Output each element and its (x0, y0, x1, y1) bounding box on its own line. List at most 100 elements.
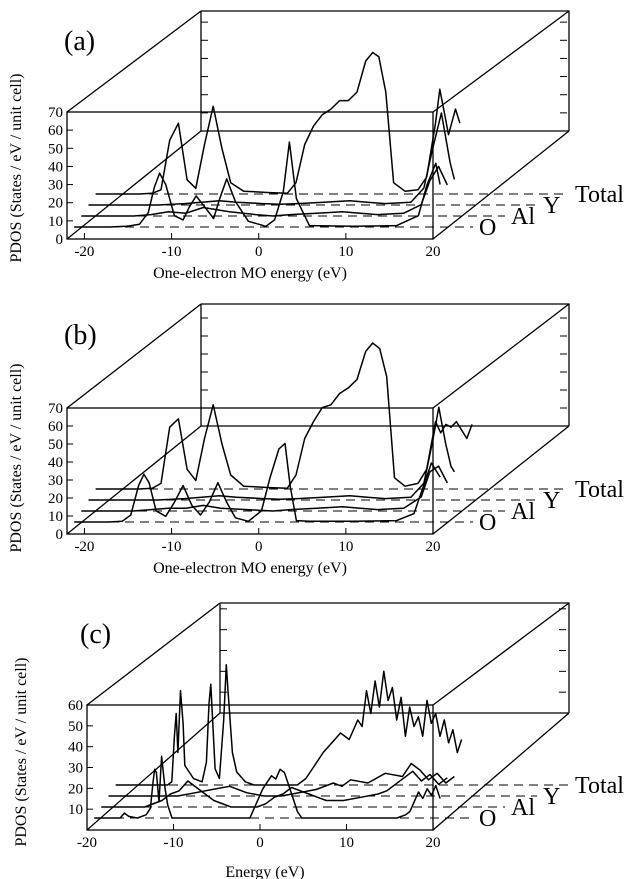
panel-c-box-edge (86, 602, 221, 706)
panel-c-x-axis-label: Energy (eV) (225, 864, 304, 879)
series-label: Y (543, 193, 560, 219)
panel-a-xticks: -20 -10 0 10 20 (74, 233, 441, 260)
series-label: O (479, 806, 496, 832)
series-label: Al (511, 795, 535, 821)
x-tick-label: 20 (426, 539, 441, 555)
panel-c-series-labels: O Al Y Total (479, 773, 624, 832)
x-tick-label: -20 (74, 539, 94, 555)
x-tick-label: 0 (255, 244, 263, 260)
panel-b-back-ticks (201, 317, 567, 427)
series-line (88, 112, 456, 206)
series-line (88, 406, 456, 501)
panel-c-yticks: 10 20 30 40 50 60 (68, 698, 93, 818)
panel-c-box-edge (432, 712, 570, 831)
x-tick-label: 0 (255, 539, 263, 555)
panel-a-x-axis-label: One-electron MO energy (eV) (153, 265, 347, 282)
y-tick-label: 50 (68, 719, 83, 735)
y-tick-label: 50 (48, 437, 63, 453)
x-tick-label: 20 (426, 244, 441, 260)
series-label: O (479, 215, 496, 241)
x-tick-label: -20 (74, 244, 94, 260)
panel-b-x-axis-label: One-electron MO energy (eV) (153, 560, 347, 577)
panel-c: 10 20 30 40 50 60 -20 -10 0 10 20 O Al Y Total (c) E… (13, 602, 624, 879)
panel-b-series-labels: O Al Y Total (479, 477, 624, 536)
panel-a-box-edge (432, 130, 570, 240)
y-tick-label: 60 (48, 419, 63, 435)
x-tick-label: 0 (256, 835, 264, 851)
panel-c-box-back (220, 602, 570, 713)
series-label: Al (511, 499, 535, 525)
panel-c-box-edge (432, 602, 570, 706)
panel-c-xticks: -20 -10 0 10 20 (77, 824, 441, 851)
y-tick-label: 40 (48, 159, 63, 175)
y-tick-label: 30 (48, 473, 63, 489)
y-tick-label: 10 (68, 802, 83, 818)
x-tick-label: 20 (426, 835, 441, 851)
series-label: Y (543, 784, 560, 810)
panel-a-box-back (201, 10, 570, 131)
series-line (81, 165, 448, 217)
y-tick-label: 70 (48, 401, 63, 417)
y-tick-label: 10 (48, 214, 63, 230)
x-tick-label: 10 (338, 244, 353, 260)
panel-a-series-labels: O Al Y Total (479, 182, 624, 241)
panel-b-floor-diag (66, 425, 202, 535)
panel-c-front-frame (86, 704, 434, 831)
panel-c-back-ticks (220, 608, 566, 693)
panel-b-label: (b) (64, 320, 97, 351)
x-tick-label: -10 (162, 244, 182, 260)
x-tick-label: -10 (164, 835, 184, 851)
y-tick-label: 60 (68, 698, 83, 714)
series-label: Total (575, 773, 624, 799)
panel-b: 0 10 20 30 40 50 60 70 -20 -10 0 10 20 O Al Y Total (b… (8, 303, 624, 577)
y-tick-label: 40 (68, 740, 83, 756)
panel-c-floor-diag (86, 712, 221, 831)
panel-a-baselines (80, 193, 569, 228)
series-line (95, 342, 473, 490)
x-tick-label: -20 (77, 835, 97, 851)
panel-b-xticks: -20 -10 0 10 20 (74, 528, 441, 555)
y-tick-label: 40 (48, 455, 63, 471)
series-line (115, 664, 463, 786)
x-tick-label: -10 (162, 539, 182, 555)
x-tick-label: 10 (338, 539, 353, 555)
series-label: Total (575, 182, 624, 208)
series-label: Total (575, 477, 624, 503)
panel-a-back-ticks (201, 21, 567, 132)
y-tick-label: 70 (48, 105, 63, 121)
y-tick-label: 50 (48, 141, 63, 157)
panel-a: 0 10 20 30 40 50 60 70 -20 -10 0 10 20 O Al Y Total (a… (8, 10, 624, 282)
panel-b-yticks: 0 10 20 30 40 50 60 70 (48, 401, 73, 543)
y-tick-label: 0 (56, 232, 64, 248)
y-tick-label: 20 (68, 781, 83, 797)
y-tick-label: 10 (48, 509, 63, 525)
panel-a-floor-diag (66, 130, 202, 240)
series-line (74, 442, 441, 523)
panel-c-curves (94, 664, 463, 819)
y-tick-label: 0 (56, 527, 64, 543)
y-tick-label: 20 (48, 491, 63, 507)
y-tick-label: 60 (48, 123, 63, 139)
series-label: Y (543, 488, 560, 514)
panel-b-baselines (80, 488, 569, 523)
series-line (81, 465, 448, 512)
y-tick-label: 30 (48, 178, 63, 194)
x-tick-label: 10 (339, 835, 354, 851)
series-line (95, 51, 461, 195)
series-line (74, 141, 441, 228)
series-label: O (479, 510, 496, 536)
series-line (108, 762, 455, 797)
panel-c-label: (c) (80, 619, 111, 650)
panel-b-box-edge (432, 425, 570, 535)
series-line (101, 770, 448, 808)
panel-b-box-edge (432, 303, 570, 409)
panel-a-box-edge (432, 10, 570, 113)
panel-a-yticks: 0 10 20 30 40 50 60 70 (48, 105, 73, 248)
panel-a-label: (a) (64, 26, 95, 57)
panel-c-baselines (100, 784, 569, 819)
panel-a-box-edge (66, 10, 202, 113)
panel-a-curves (74, 51, 461, 228)
panel-b-front-frame (66, 407, 434, 535)
panel-b-curves (74, 342, 473, 523)
